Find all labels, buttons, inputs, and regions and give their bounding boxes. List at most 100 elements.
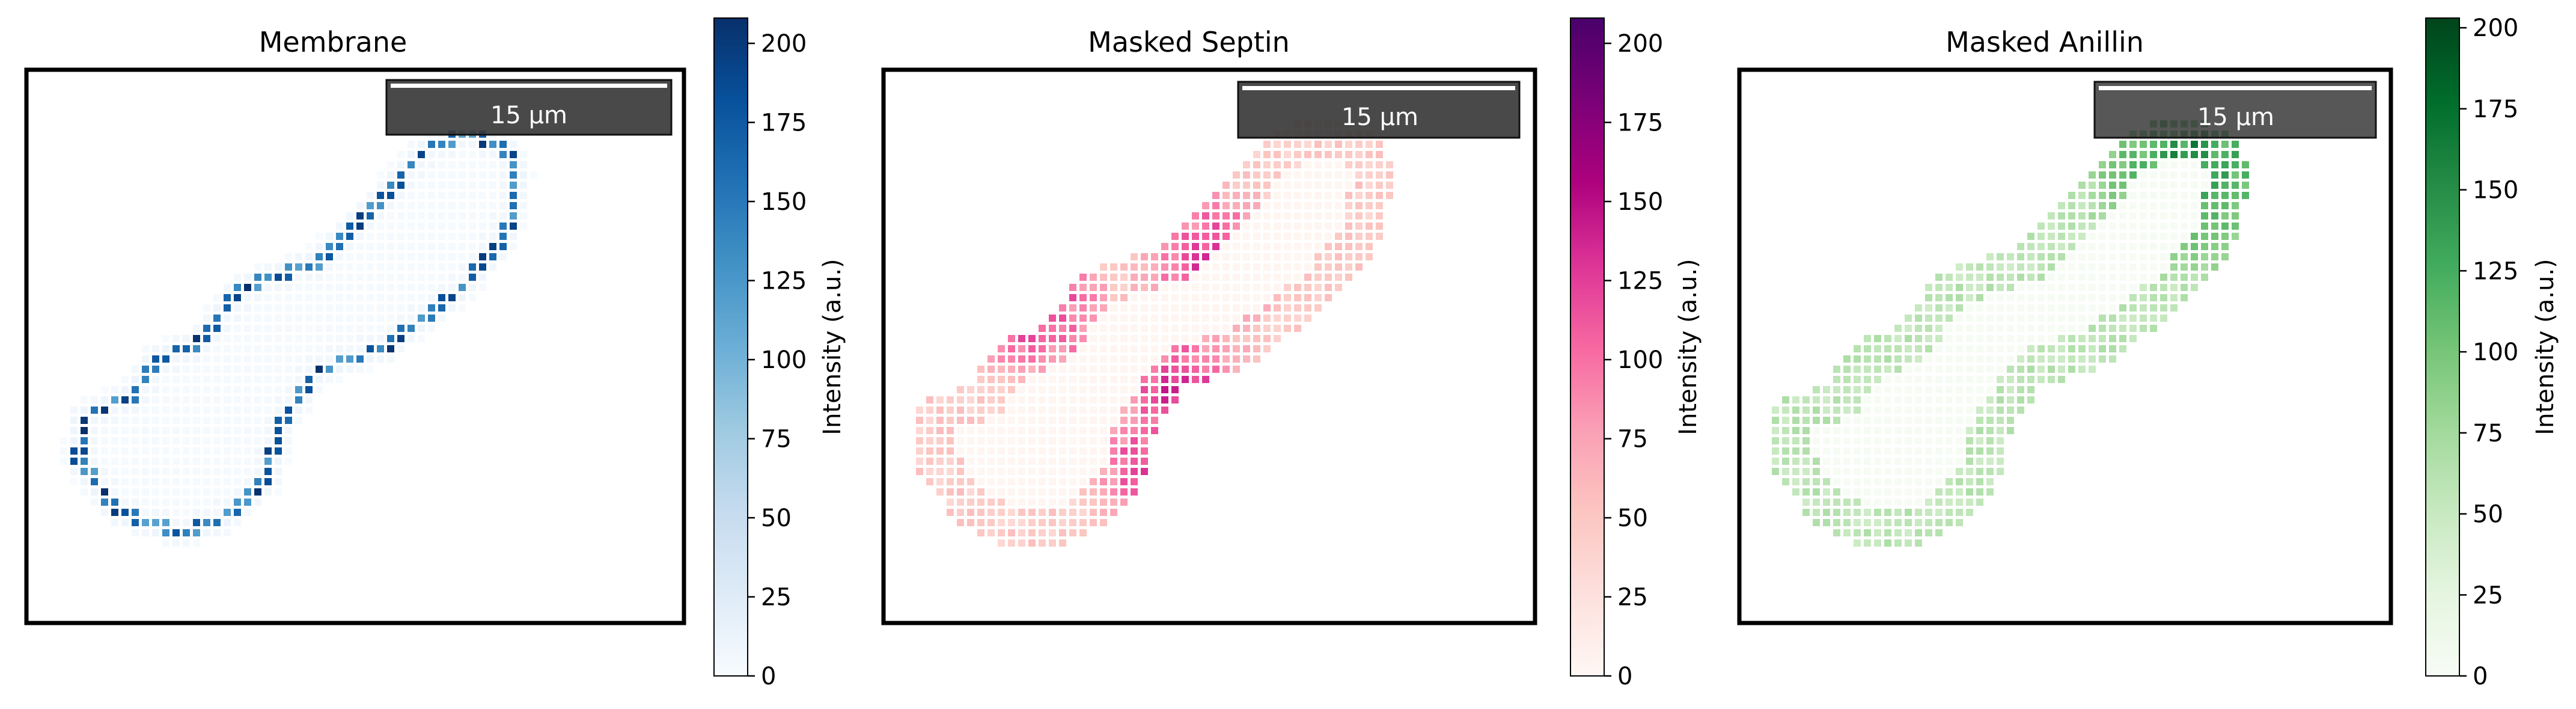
heatmap-cell — [2037, 233, 2045, 240]
heatmap-cell — [254, 427, 261, 434]
heatmap-cell — [356, 345, 364, 352]
heatmap-cell — [397, 263, 404, 271]
heatmap-cell — [1946, 458, 1953, 465]
heatmap-cell — [213, 529, 221, 536]
heatmap-cell — [1986, 386, 1994, 393]
heatmap-cell — [203, 345, 210, 352]
heatmap-cell — [2037, 243, 2045, 250]
heatmap-cell — [499, 182, 507, 189]
heatmap-cell — [1253, 243, 1260, 250]
colorbar-tick-label: 0 — [761, 663, 776, 690]
heatmap-cell — [1253, 355, 1260, 363]
heatmap-cell — [2181, 161, 2188, 168]
heatmap-cell — [1956, 263, 1963, 271]
heatmap-cell — [1813, 488, 1820, 496]
heatmap-cell — [1222, 335, 1230, 342]
heatmap-cell — [1263, 182, 1271, 189]
heatmap-cell — [448, 243, 456, 250]
heatmap-cell — [1069, 437, 1076, 444]
heatmap-cell — [172, 427, 180, 434]
heatmap-cell — [254, 458, 261, 465]
heatmap-cell — [2048, 294, 2055, 301]
heatmap-cell — [295, 253, 302, 260]
heatmap-cell — [2089, 233, 2096, 240]
heatmap-cell — [1345, 274, 1352, 281]
colorbar-tick-label: 200 — [2473, 14, 2518, 42]
heatmap-cell — [1925, 458, 1932, 465]
heatmap-cell — [1294, 141, 1301, 148]
heatmap-cell — [2119, 151, 2126, 158]
heatmap-cell — [1894, 519, 1902, 526]
heatmap-cell — [1935, 345, 1943, 352]
scale-bar-label: 15 µm — [2197, 103, 2274, 131]
heatmap-cell — [101, 396, 108, 404]
heatmap-cell — [316, 325, 323, 332]
heatmap-cell — [1915, 315, 1922, 322]
heatmap-cell — [1976, 437, 1983, 444]
heatmap-cell — [438, 284, 445, 291]
heatmap-cell — [1202, 202, 1209, 209]
heatmap-cell — [407, 304, 415, 312]
heatmap-cell — [1233, 355, 1240, 363]
heatmap-cell — [448, 202, 456, 209]
panel-title: Membrane — [259, 26, 407, 58]
heatmap-cell — [1018, 539, 1025, 547]
heatmap-cell — [142, 468, 149, 475]
heatmap-cell — [336, 294, 343, 301]
heatmap-cell — [1090, 366, 1097, 373]
heatmap-cell — [326, 304, 333, 312]
heatmap-cell — [1008, 335, 1015, 342]
heatmap-cell — [172, 407, 180, 414]
heatmap-cell — [2170, 151, 2178, 158]
heatmap-cell — [2170, 233, 2178, 240]
heatmap-cell — [1925, 386, 1932, 393]
heatmap-cell — [2129, 325, 2137, 332]
heatmap-cell — [947, 468, 954, 475]
heatmap-cell — [1253, 253, 1260, 260]
heatmap-cell — [1966, 407, 1973, 414]
heatmap-cell — [2109, 202, 2116, 209]
heatmap-cell — [1263, 171, 1271, 179]
heatmap-cell — [2160, 151, 2167, 158]
heatmap-cell — [356, 212, 364, 219]
heatmap-cell — [1182, 304, 1189, 312]
heatmap-cell — [1182, 274, 1189, 281]
heatmap-cell — [285, 345, 292, 352]
heatmap-cell — [2089, 243, 2096, 250]
heatmap-cell — [1966, 335, 1973, 342]
heatmap-cell — [1366, 253, 1373, 260]
heatmap-cell — [1376, 161, 1383, 168]
heatmap-cell — [2129, 161, 2137, 168]
heatmap-cell — [203, 407, 210, 414]
heatmap-cell — [172, 488, 180, 496]
heatmap-cell — [2170, 304, 2178, 312]
heatmap-cell — [1997, 335, 2004, 342]
heatmap-cell — [356, 335, 364, 342]
heatmap-cell — [81, 437, 88, 444]
heatmap-cell — [2201, 171, 2208, 179]
heatmap-cell — [407, 274, 415, 281]
heatmap-cell — [2232, 212, 2239, 219]
heatmap-cell — [346, 335, 353, 342]
heatmap-cell — [275, 274, 282, 281]
heatmap-cell — [2078, 335, 2086, 342]
heatmap-cell — [1131, 284, 1138, 291]
heatmap-cell — [2037, 223, 2045, 230]
heatmap-cell — [1894, 499, 1902, 506]
heatmap-cell — [1366, 171, 1373, 179]
heatmap-cell — [1905, 437, 1912, 444]
heatmap-cell — [121, 427, 129, 434]
heatmap-cell — [1100, 386, 1107, 393]
heatmap-cell — [2017, 315, 2024, 322]
heatmap-cell — [1110, 488, 1117, 496]
heatmap-cell — [1833, 458, 1840, 465]
heatmap-cell — [1274, 223, 1281, 230]
heatmap-cell — [193, 468, 200, 475]
heatmap-cell — [326, 366, 333, 373]
heatmap-cell — [1141, 294, 1148, 301]
heatmap-cell — [316, 294, 323, 301]
heatmap-cell — [1212, 315, 1219, 322]
heatmap-cell — [1008, 478, 1015, 485]
heatmap-cell — [1884, 458, 1891, 465]
heatmap-cell — [2037, 304, 2045, 312]
